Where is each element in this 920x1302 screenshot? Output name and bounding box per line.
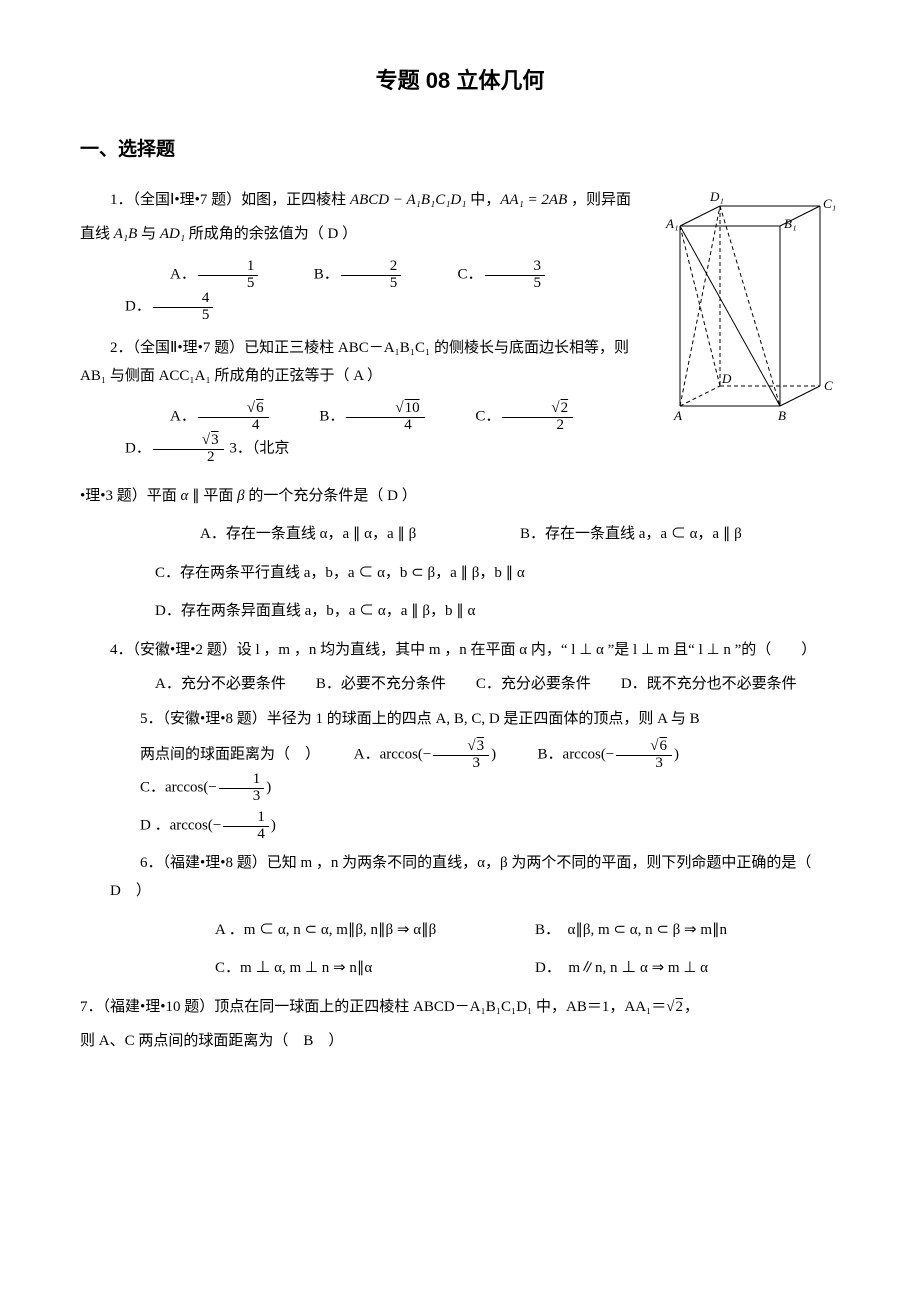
q5-stem: 5．（安徽•理•8 题）半径为 1 的球面上的四点 A, B, C, D 是正四… <box>110 705 840 734</box>
q5-line2: 两点间的球面距离为（ ） A．arccos(−√33) B．arccos(−√6… <box>110 739 840 804</box>
fig-label-B1: B₁ <box>784 216 796 231</box>
q6-stem: 6．（福建•理•8 题）已知 m ，n 为两条不同的直线，α，β 为两个不同的平… <box>110 849 840 906</box>
q4-stem: 4．（安徽•理•2 题）设 l ，m ，n 均为直线，其中 m ，n 在平面 α… <box>80 636 840 665</box>
q4-options: A．充分不必要条件 B．必要不充分条件 C．充分必要条件 D．既不充分也不必要条… <box>125 670 840 699</box>
fig-label-D1: D₁ <box>709 189 724 204</box>
fig-label-A: A <box>673 408 682 423</box>
fig-label-C1: C₁ <box>823 196 836 211</box>
page-title: 专题 08 立体几何 <box>80 60 840 102</box>
q6-row1: A ．m ⊂ α, n ⊂ α, m∥β, n∥β ⇒ α∥βB． α∥β, m… <box>125 916 840 945</box>
q3-row1: A．存在一条直线 α，a ∥ α，a ∥ βB．存在一条直线 a，a ⊂ α，a… <box>110 520 840 549</box>
q3-stem: •理•3 题）平面 α ∥ 平面 β 的一个充分条件是（ D ） <box>80 482 840 511</box>
fig-label-B: B <box>778 408 786 423</box>
section-heading: 一、选择题 <box>80 132 840 168</box>
prism-figure: D₁ C₁ A₁ B₁ D C A B <box>660 186 840 437</box>
q6-row2: C．m ⊥ α, m ⊥ n ⇒ n∥αD． m∥n, n ⊥ α ⇒ m ⊥ … <box>125 954 840 983</box>
q3-C: C．存在两条平行直线 a，b，a ⊂ α，b ⊂ β，a ∥ β，b ∥ α <box>110 559 840 588</box>
q7-stem: 7．（福建•理•10 题）顶点在同一球面上的正四棱柱 ABCD－A₁B₁C₁D₁… <box>80 993 840 1022</box>
q7-line2: 则 A、C 两点间的球面距离为（ B ） <box>80 1027 840 1056</box>
q3-D: D．存在两条异面直线 a，b，a ⊂ α，a ∥ β，b ∥ α <box>110 597 840 626</box>
fig-label-D: D <box>721 371 732 386</box>
fig-label-C: C <box>824 378 833 393</box>
q5-optD: D ．arccos(−14) <box>110 810 840 843</box>
fig-label-A1: A₁ <box>665 216 678 231</box>
